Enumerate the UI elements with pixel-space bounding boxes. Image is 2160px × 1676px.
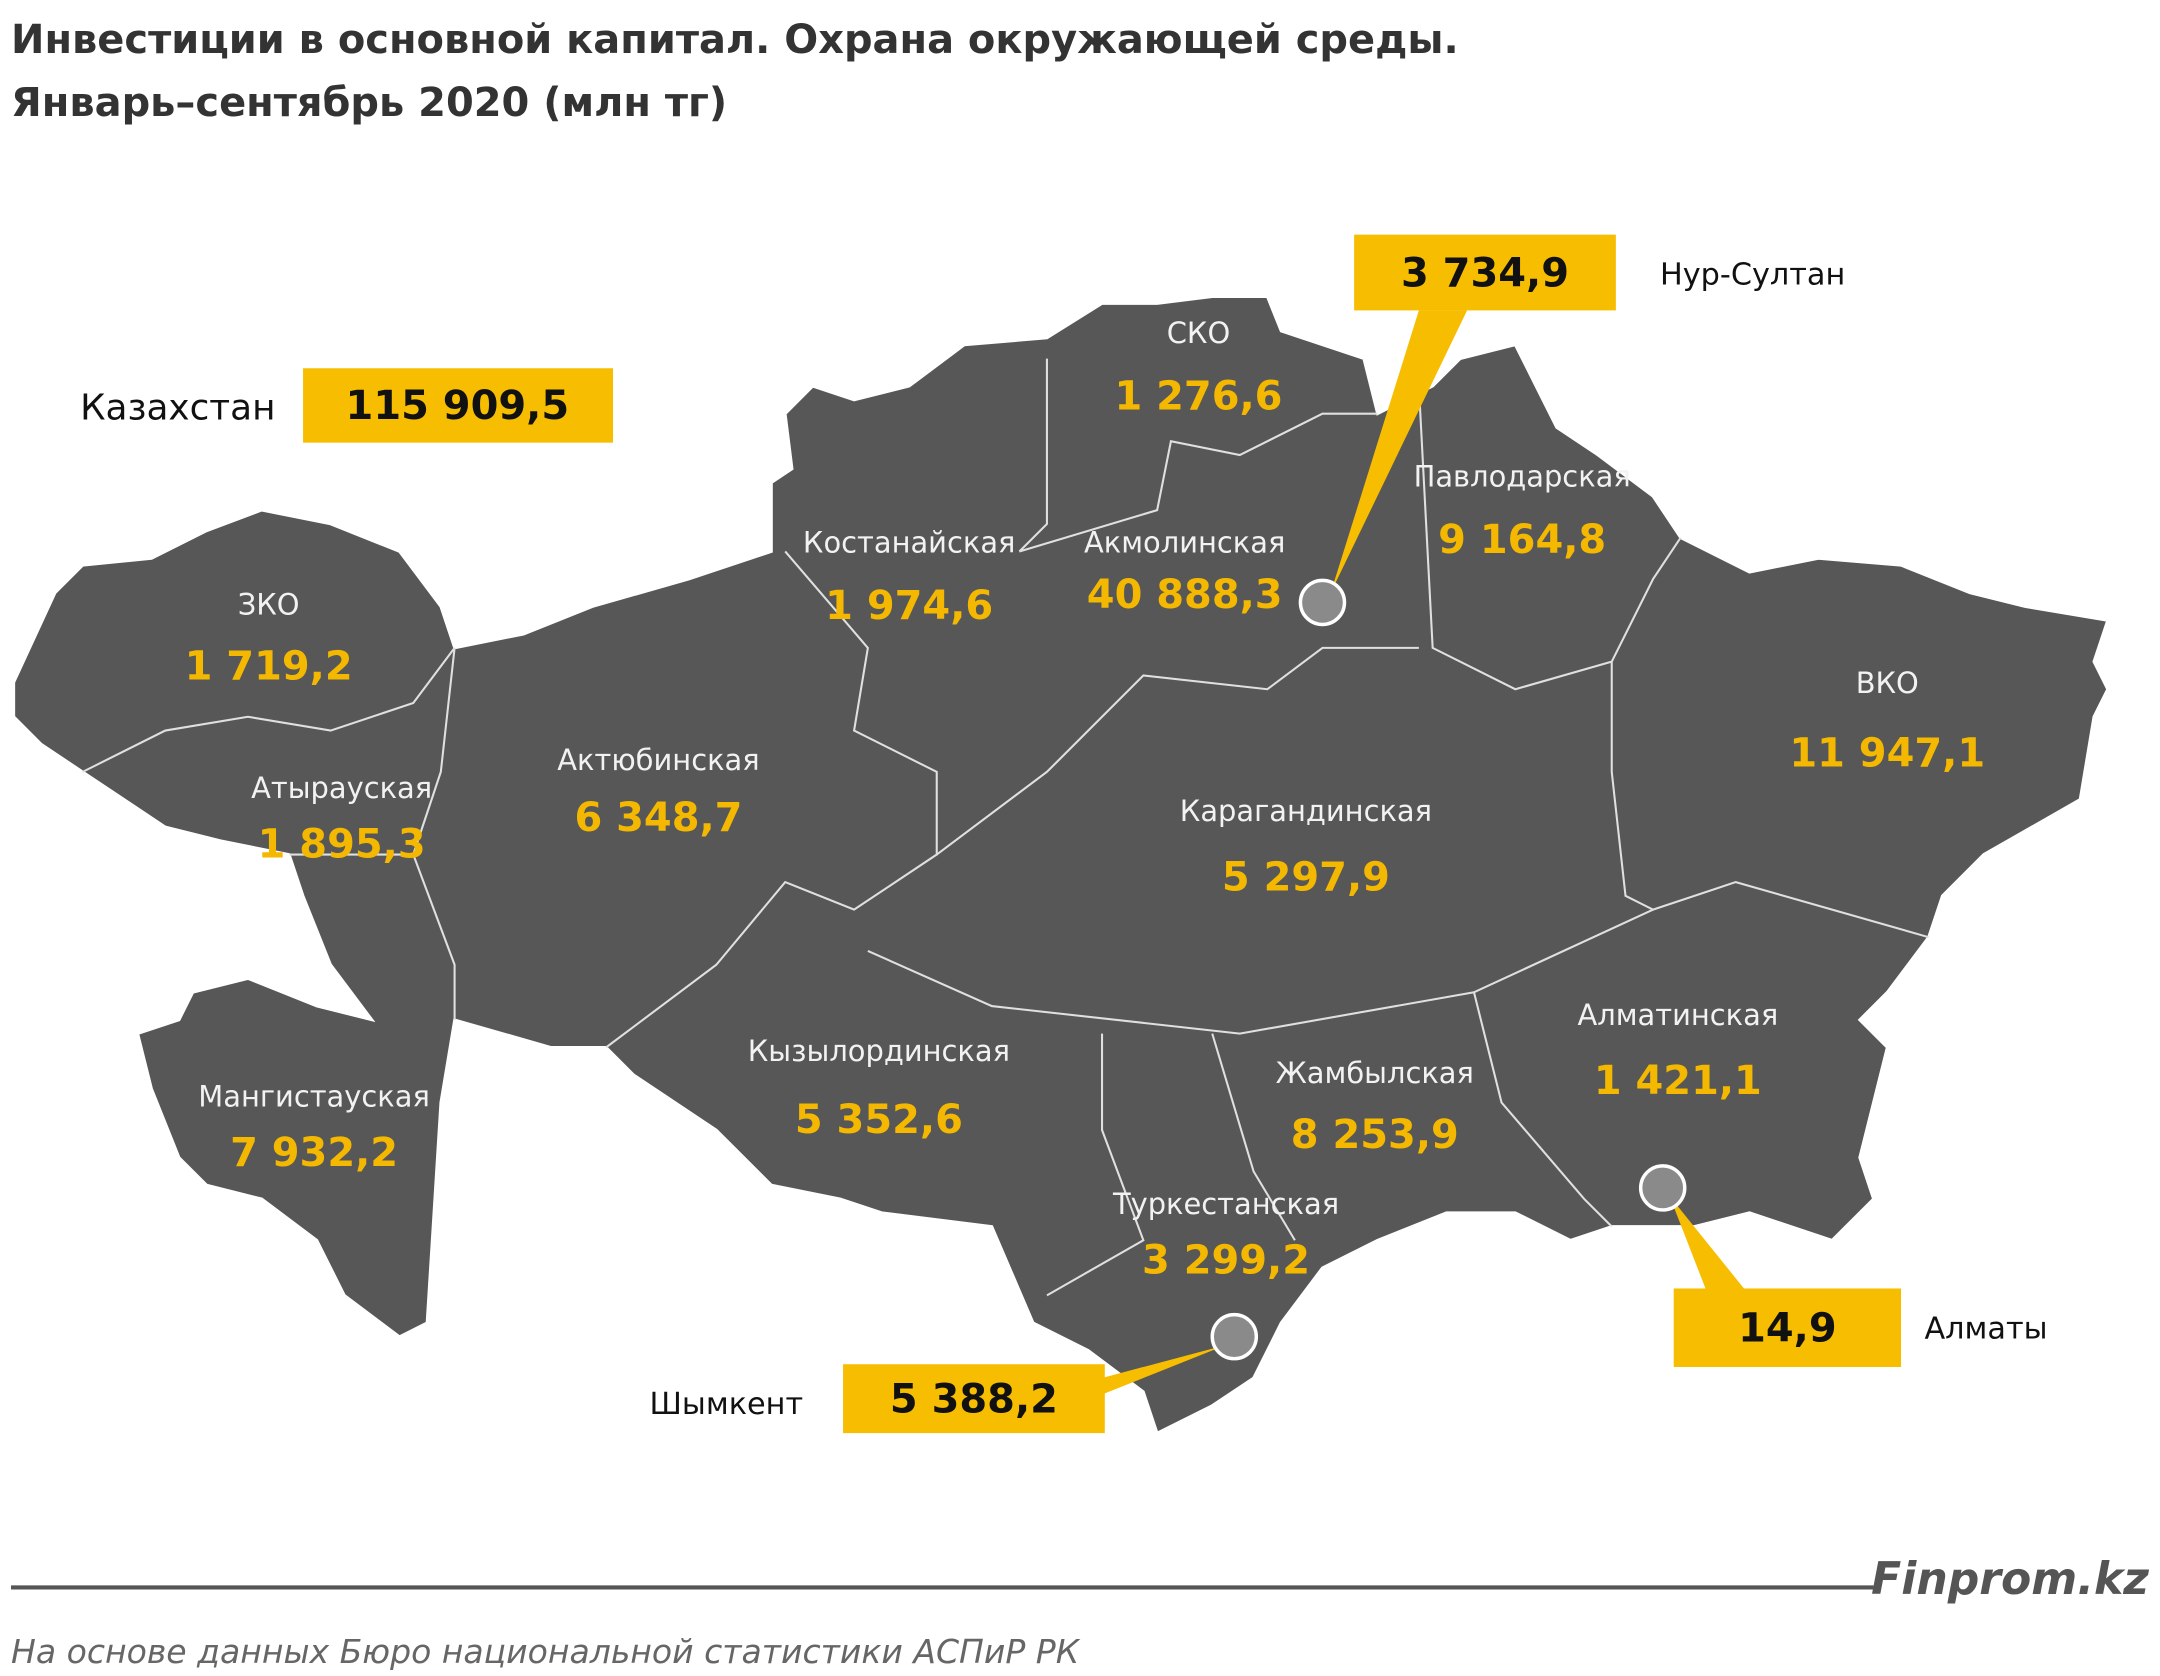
- region-value: 1 974,6: [825, 583, 993, 629]
- region-name: Жамбылская: [1276, 1056, 1474, 1090]
- region-name: Актюбинская: [557, 743, 759, 777]
- total-value: 115 909,5: [346, 383, 570, 429]
- region-value: 6 348,7: [574, 795, 742, 841]
- region-name: Мангистауская: [198, 1079, 430, 1113]
- region-value: 11 947,1: [1789, 730, 1985, 776]
- callout-box: [1354, 234, 1616, 311]
- callout-pointer: [1102, 1344, 1227, 1395]
- region-value: 8 253,9: [1291, 1112, 1459, 1158]
- region-value: 1 719,2: [185, 644, 353, 690]
- callout-pointer: [1669, 1196, 1750, 1296]
- region-name: ВКО: [1856, 666, 1919, 700]
- region-name: Кызылординская: [748, 1034, 1010, 1068]
- city-value: 3 734,9: [1401, 250, 1569, 296]
- total-label: Казахстан: [80, 388, 275, 429]
- title-line: Инвестиции в основной капитал. Охрана ок…: [11, 17, 1459, 63]
- region-name: Атырауская: [251, 771, 432, 805]
- city-name: Нур-Султан: [1660, 257, 1845, 292]
- region-value: 5 297,9: [1222, 854, 1390, 900]
- region-name: СКО: [1167, 316, 1230, 350]
- city-name: Шымкент: [650, 1387, 804, 1422]
- brand: Finprom.kz: [1871, 1554, 2149, 1605]
- region-value: 1 276,6: [1114, 374, 1282, 420]
- region-value: 1 895,3: [258, 821, 426, 867]
- region-value: 3 299,2: [1142, 1237, 1310, 1283]
- country-shape: [12, 295, 2110, 1436]
- total-box: [303, 368, 614, 443]
- region-name: Туркестанская: [1112, 1187, 1339, 1221]
- region-value: 40 888,3: [1087, 572, 1283, 618]
- region-value: 5 352,6: [795, 1097, 963, 1143]
- region-name: Алматинская: [1577, 998, 1778, 1032]
- region-name: ЗКО: [238, 588, 300, 622]
- title-line: Январь–сентябрь 2020 (млн тг): [11, 80, 727, 126]
- city-marker: [1210, 1312, 1259, 1361]
- region-name: Карагандинская: [1180, 794, 1432, 828]
- city-name: Алматы: [1924, 1311, 2047, 1346]
- region-value: 7 932,2: [230, 1130, 398, 1176]
- region-name: Павлодарская: [1414, 459, 1631, 493]
- region-value: 1 421,1: [1594, 1058, 1762, 1104]
- region-borders: [82, 358, 1929, 1297]
- callout-box: [843, 1364, 1105, 1434]
- source-note: На основе данных Бюро национальной стати…: [11, 1632, 1081, 1671]
- callout-pointer: [1330, 310, 1468, 593]
- region-value: 9 164,8: [1438, 517, 1606, 563]
- city-marker: [1638, 1164, 1687, 1212]
- city-marker: [1298, 578, 1347, 627]
- city-value: 14,9: [1738, 1305, 1837, 1351]
- city-value: 5 388,2: [890, 1376, 1058, 1422]
- region-name: Костанайская: [803, 526, 1016, 560]
- callout-box: [1673, 1288, 1902, 1367]
- region-name: Акмолинская: [1084, 526, 1285, 560]
